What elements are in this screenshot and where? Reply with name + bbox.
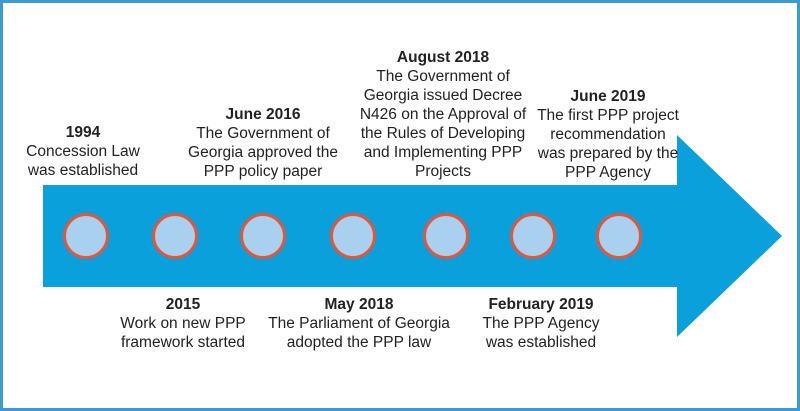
event-date: June 2019 — [570, 88, 646, 105]
event-1994: 1994 Concession Law was established — [26, 123, 140, 180]
event-description: The first PPP project recommendation was… — [537, 107, 679, 181]
marker-may-2018 — [330, 213, 376, 259]
marker-august-2018 — [423, 213, 469, 259]
event-description: Work on new PPP framework started — [120, 315, 246, 351]
event-date: 1994 — [65, 124, 101, 141]
arrow-shape — [43, 135, 782, 337]
event-june-2019: June 2019 The first PPP project recommen… — [537, 87, 679, 182]
event-june-2016: June 2016 The Government of Georgia appr… — [188, 105, 338, 181]
event-date: 2015 — [165, 296, 201, 313]
marker-june-2019 — [596, 213, 642, 259]
marker-february-2019 — [510, 213, 556, 259]
event-description: Concession Law was established — [26, 143, 140, 179]
event-date: February 2019 — [488, 296, 594, 313]
event-description: The Parliament of Georgia adopted the PP… — [268, 315, 450, 351]
event-2015: 2015 Work on new PPP framework started — [120, 295, 246, 352]
event-date: August 2018 — [396, 49, 490, 66]
marker-june-2016 — [240, 213, 286, 259]
event-description: The Government of Georgia issued Decree … — [359, 68, 527, 180]
event-may-2018: May 2018 The Parliament of Georgia adopt… — [268, 295, 450, 352]
event-august-2018: August 2018 The Government of Georgia is… — [360, 48, 526, 181]
event-description: The PPP Agency was established — [482, 315, 600, 351]
event-date: June 2016 — [225, 106, 301, 123]
marker-1994 — [63, 213, 109, 259]
timeline-arrow — [43, 135, 782, 337]
event-description: The Government of Georgia approved the P… — [188, 125, 338, 180]
event-february-2019: February 2019 The PPP Agency was establi… — [483, 295, 600, 352]
event-date: May 2018 — [324, 296, 394, 313]
marker-2015 — [152, 213, 198, 259]
